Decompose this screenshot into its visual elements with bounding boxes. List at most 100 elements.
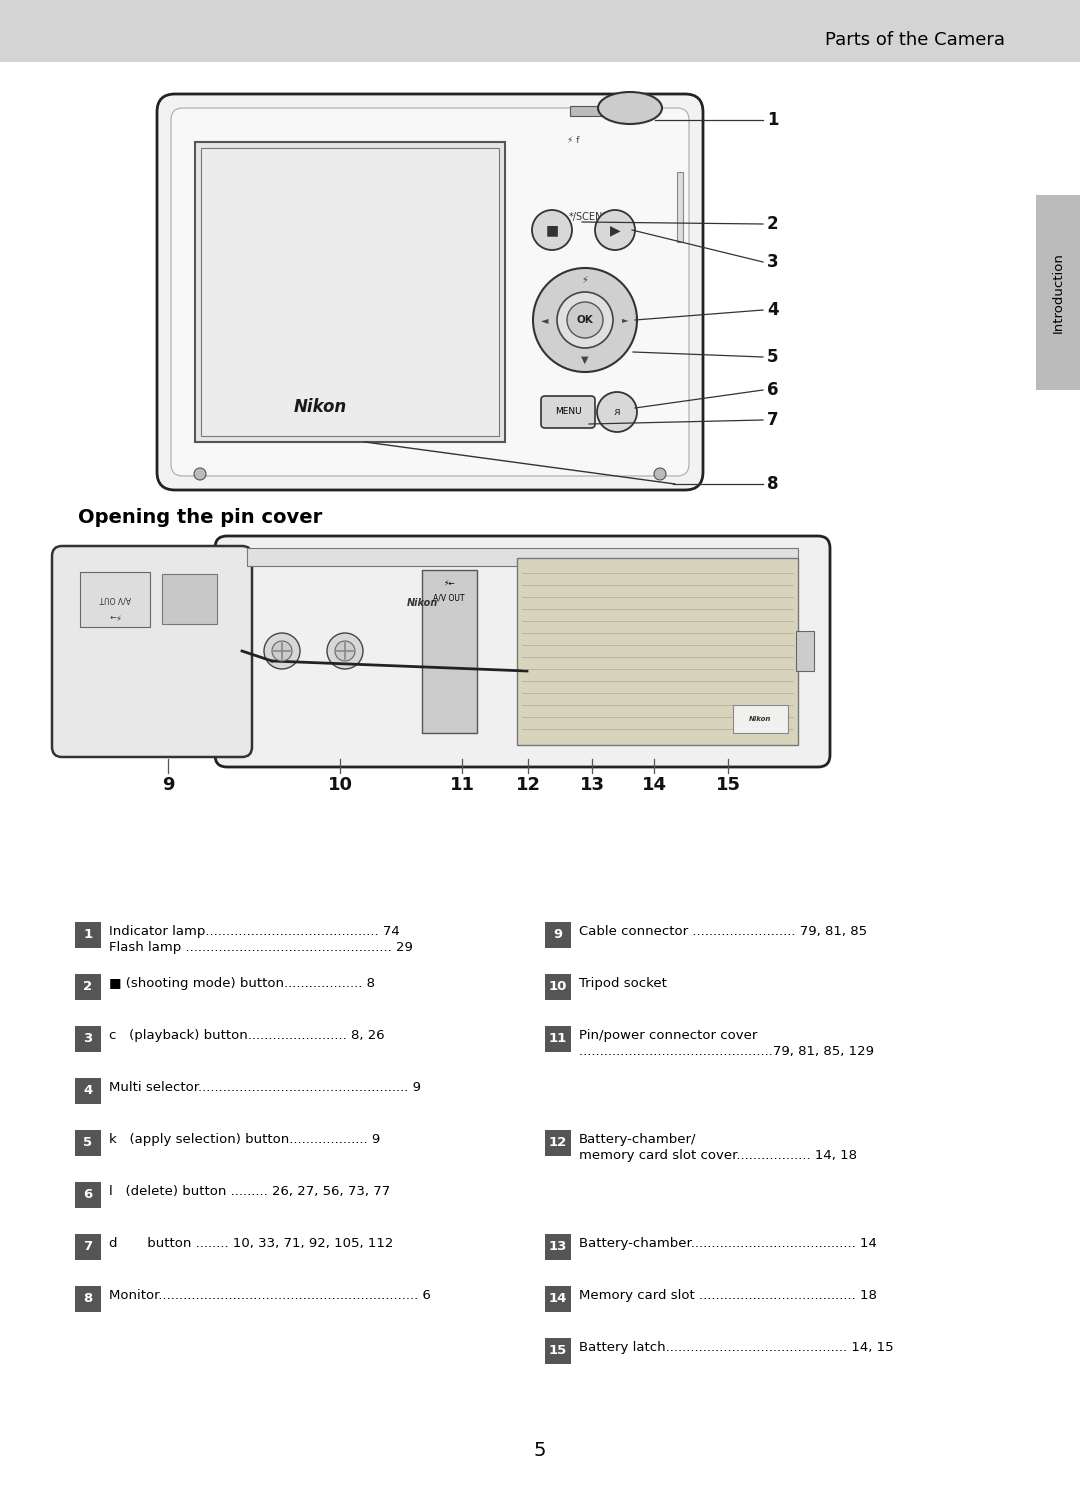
Bar xyxy=(75,1129,102,1156)
Text: 2: 2 xyxy=(83,981,93,994)
Text: MENU: MENU xyxy=(555,407,581,416)
Text: 13: 13 xyxy=(580,776,605,794)
Bar xyxy=(247,548,798,566)
Text: 8: 8 xyxy=(767,476,779,493)
Circle shape xyxy=(595,210,635,250)
Text: Nikon: Nikon xyxy=(406,597,437,608)
Bar xyxy=(195,143,505,441)
Text: Nikon: Nikon xyxy=(294,398,347,416)
Text: 14: 14 xyxy=(549,1293,567,1306)
Ellipse shape xyxy=(598,92,662,123)
Text: ■ (shooting mode) button................... 8: ■ (shooting mode) button................… xyxy=(109,976,375,990)
Text: c   (playback) button........................ 8, 26: c (playback) button.....................… xyxy=(109,1028,384,1042)
Bar xyxy=(75,1285,102,1312)
Circle shape xyxy=(597,392,637,432)
Text: 5: 5 xyxy=(83,1137,93,1150)
Text: 1: 1 xyxy=(767,111,779,129)
Text: 6: 6 xyxy=(767,380,779,400)
Circle shape xyxy=(335,640,355,661)
Bar xyxy=(733,704,788,733)
Bar xyxy=(545,1337,571,1364)
Text: 4: 4 xyxy=(83,1085,93,1098)
Text: 10: 10 xyxy=(549,981,567,994)
Text: 5: 5 xyxy=(534,1440,546,1459)
Text: A/V OUT: A/V OUT xyxy=(99,594,131,603)
Text: Nikon: Nikon xyxy=(748,716,771,722)
FancyBboxPatch shape xyxy=(171,108,689,476)
Text: Cable connector ......................... 79, 81, 85: Cable connector ........................… xyxy=(579,924,867,938)
Bar xyxy=(517,559,798,744)
Circle shape xyxy=(557,293,613,348)
Text: 5: 5 xyxy=(767,348,779,366)
Bar xyxy=(75,1233,102,1260)
Circle shape xyxy=(272,640,292,661)
Text: Indicator lamp.......................................... 74: Indicator lamp..........................… xyxy=(109,924,400,938)
Bar xyxy=(201,149,499,435)
Text: ...............................................79, 81, 85, 129: ........................................… xyxy=(579,1045,874,1058)
Bar xyxy=(75,973,102,1000)
Text: 9: 9 xyxy=(162,776,174,794)
Text: 13: 13 xyxy=(549,1241,567,1254)
Circle shape xyxy=(567,302,603,337)
Text: Battery-chamber/: Battery-chamber/ xyxy=(579,1132,697,1146)
Bar xyxy=(1036,195,1080,389)
Text: 11: 11 xyxy=(449,776,474,794)
Text: Monitor............................................................... 6: Monitor.................................… xyxy=(109,1288,431,1302)
Text: ⚡→: ⚡→ xyxy=(109,612,121,621)
FancyBboxPatch shape xyxy=(541,395,595,428)
Text: d       button ........ 10, 33, 71, 92, 105, 112: d button ........ 10, 33, 71, 92, 105, 1… xyxy=(109,1236,393,1250)
Bar xyxy=(545,1233,571,1260)
Circle shape xyxy=(327,633,363,669)
Circle shape xyxy=(654,468,666,480)
Circle shape xyxy=(532,210,572,250)
Circle shape xyxy=(194,468,206,480)
Text: 3: 3 xyxy=(767,253,779,270)
Circle shape xyxy=(534,267,637,372)
Bar xyxy=(75,921,102,948)
Text: 15: 15 xyxy=(549,1345,567,1358)
Bar xyxy=(545,1285,571,1312)
Text: 8: 8 xyxy=(83,1293,93,1306)
Circle shape xyxy=(264,633,300,669)
Text: 10: 10 xyxy=(327,776,352,794)
Text: Parts of the Camera: Parts of the Camera xyxy=(825,31,1005,49)
Bar xyxy=(75,1077,102,1104)
Bar xyxy=(545,1025,571,1052)
Text: l   (delete) button ......... 26, 27, 56, 73, 77: l (delete) button ......... 26, 27, 56, … xyxy=(109,1184,390,1198)
Text: Introduction: Introduction xyxy=(1052,253,1065,333)
Text: Memory card slot ...................................... 18: Memory card slot .......................… xyxy=(579,1288,877,1302)
Text: 15: 15 xyxy=(715,776,741,794)
Text: Flash lamp .................................................. 29: Flash lamp .............................… xyxy=(109,941,413,954)
Text: */SCENE: */SCENE xyxy=(569,212,609,221)
Text: Battery-chamber........................................ 14: Battery-chamber.........................… xyxy=(579,1236,877,1250)
FancyBboxPatch shape xyxy=(157,94,703,490)
Text: k   (apply selection) button................... 9: k (apply selection) button..............… xyxy=(109,1132,380,1146)
Bar xyxy=(162,574,217,624)
Bar xyxy=(545,1129,571,1156)
Text: 12: 12 xyxy=(515,776,540,794)
Text: 6: 6 xyxy=(83,1189,93,1202)
Bar xyxy=(75,1181,102,1208)
Text: OK: OK xyxy=(577,315,593,325)
Text: Multi selector................................................... 9: Multi selector..........................… xyxy=(109,1080,421,1094)
Text: ◄: ◄ xyxy=(541,315,549,325)
Text: 2: 2 xyxy=(767,215,779,233)
Bar xyxy=(75,1025,102,1052)
Text: 12: 12 xyxy=(549,1137,567,1150)
Bar xyxy=(422,571,477,733)
Text: 1: 1 xyxy=(83,929,93,942)
Text: 3: 3 xyxy=(83,1033,93,1046)
Text: memory card slot cover.................. 14, 18: memory card slot cover..................… xyxy=(579,1149,858,1162)
Text: Opening the pin cover: Opening the pin cover xyxy=(78,508,322,528)
Bar xyxy=(80,572,150,627)
Text: ■: ■ xyxy=(545,223,558,236)
Text: 11: 11 xyxy=(549,1033,567,1046)
Text: ►: ► xyxy=(622,315,629,324)
Bar xyxy=(796,632,814,672)
Text: 7: 7 xyxy=(83,1241,93,1254)
Text: ▼: ▼ xyxy=(581,355,589,366)
Text: 7: 7 xyxy=(767,412,779,429)
Text: ⚡←: ⚡← xyxy=(443,578,455,587)
FancyBboxPatch shape xyxy=(52,545,252,756)
Bar xyxy=(545,973,571,1000)
